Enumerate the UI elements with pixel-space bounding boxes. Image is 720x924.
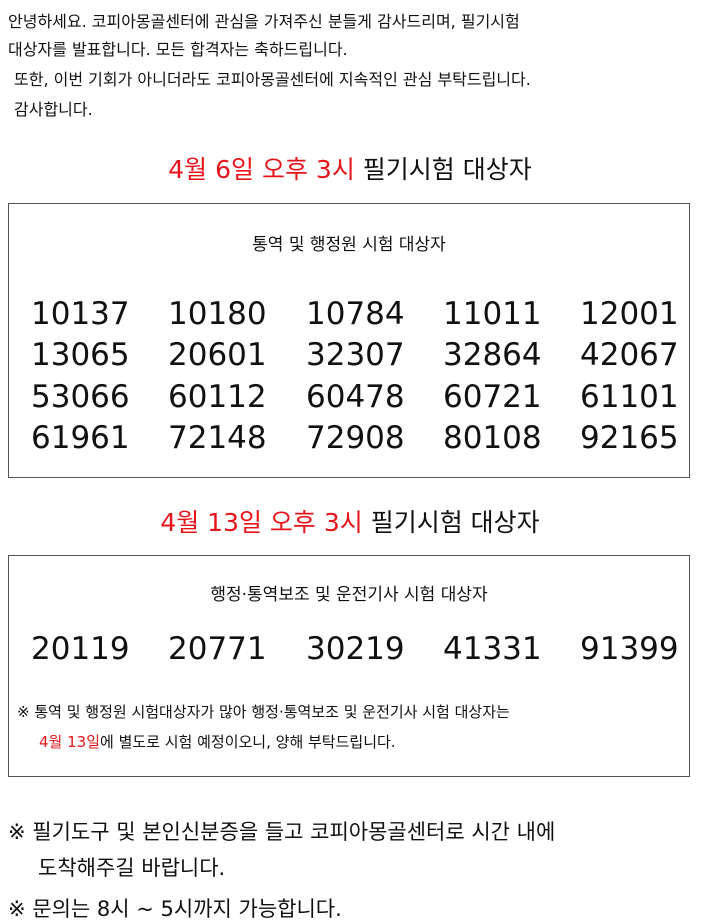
footer-line: 도착해주길 바랍니다. bbox=[38, 856, 226, 880]
heading-time: 4월 13일 오후 3시 bbox=[160, 508, 363, 537]
candidate-number: 10137 bbox=[31, 296, 130, 332]
candidate-number: 20771 bbox=[168, 631, 267, 667]
candidate-number: 10784 bbox=[306, 296, 405, 332]
heading-time: 4월 6일 오후 3시 bbox=[168, 155, 355, 184]
candidate-number: 61961 bbox=[31, 420, 130, 456]
intro-line: 대상자를 발표합니다. 모든 합격자는 축하드립니다. bbox=[8, 40, 348, 59]
candidate-number: 92165 bbox=[580, 420, 679, 456]
section-heading: 4월 6일 오후 3시 필기시험 대상자 bbox=[0, 150, 700, 186]
candidate-number: 80108 bbox=[443, 420, 542, 456]
note-line: ※ 통역 및 행정원 시험대상자가 많아 행정·통역보조 및 운전기사 시험 대… bbox=[17, 703, 510, 721]
candidate-number: 41331 bbox=[443, 631, 542, 667]
candidate-box: 행정·통역보조 및 운전기사 시험 대상자 ※ 통역 및 행정원 시험대상자가 … bbox=[8, 555, 690, 777]
candidate-number: 20601 bbox=[168, 337, 267, 373]
note-date: 4월 13일 bbox=[39, 733, 100, 751]
box-subtitle: 통역 및 행정원 시험 대상자 bbox=[252, 235, 446, 255]
intro-line: 감사합니다. bbox=[14, 100, 93, 119]
candidate-number: 72148 bbox=[168, 420, 267, 456]
box-subtitle: 행정·통역보조 및 운전기사 시험 대상자 bbox=[210, 585, 488, 605]
candidate-number: 30219 bbox=[306, 631, 405, 667]
candidate-number: 13065 bbox=[31, 337, 130, 373]
candidate-number: 32864 bbox=[443, 337, 542, 373]
heading-text: 필기시험 대상자 bbox=[370, 508, 540, 537]
candidate-number: 60721 bbox=[443, 379, 542, 415]
candidate-number: 91399 bbox=[580, 631, 679, 667]
candidate-number: 60478 bbox=[306, 379, 405, 415]
candidate-number: 32307 bbox=[306, 337, 405, 373]
intro-line: 또한, 이번 기회가 아니더라도 코피아몽골센터에 지속적인 관심 부탁드립니다… bbox=[14, 70, 531, 89]
heading-text: 필기시험 대상자 bbox=[362, 155, 532, 184]
candidate-number: 20119 bbox=[31, 631, 130, 667]
section-heading: 4월 13일 오후 3시 필기시험 대상자 bbox=[0, 503, 700, 539]
intro-line: 안녕하세요. 코피아몽골센터에 관심을 가져주신 분들게 감사드리며, 필기시험 bbox=[8, 12, 520, 31]
footer-line: ※ 필기도구 및 본인신분증을 들고 코피아몽골센터로 시간 내에 bbox=[8, 820, 556, 844]
candidate-number: 72908 bbox=[306, 420, 405, 456]
candidate-number: 10180 bbox=[168, 296, 267, 332]
candidate-number: 11011 bbox=[443, 296, 542, 332]
candidate-box: 통역 및 행정원 시험 대상자 10137 10180 10784 11011 1200… bbox=[8, 203, 690, 478]
candidate-number: 12001 bbox=[580, 296, 679, 332]
candidate-number: 42067 bbox=[580, 337, 679, 373]
candidate-number: 61101 bbox=[580, 379, 679, 415]
note-text: 에 별도로 시험 예정이오니, 양해 부탁드립니다. bbox=[100, 733, 396, 751]
candidate-number: 60112 bbox=[168, 379, 267, 415]
candidate-number: 53066 bbox=[31, 379, 130, 415]
footer-line: ※ 문의는 8시 ~ 5시까지 가능합니다. bbox=[8, 897, 342, 921]
note-line: 4월 13일에 별도로 시험 예정이오니, 양해 부탁드립니다. bbox=[39, 731, 396, 752]
